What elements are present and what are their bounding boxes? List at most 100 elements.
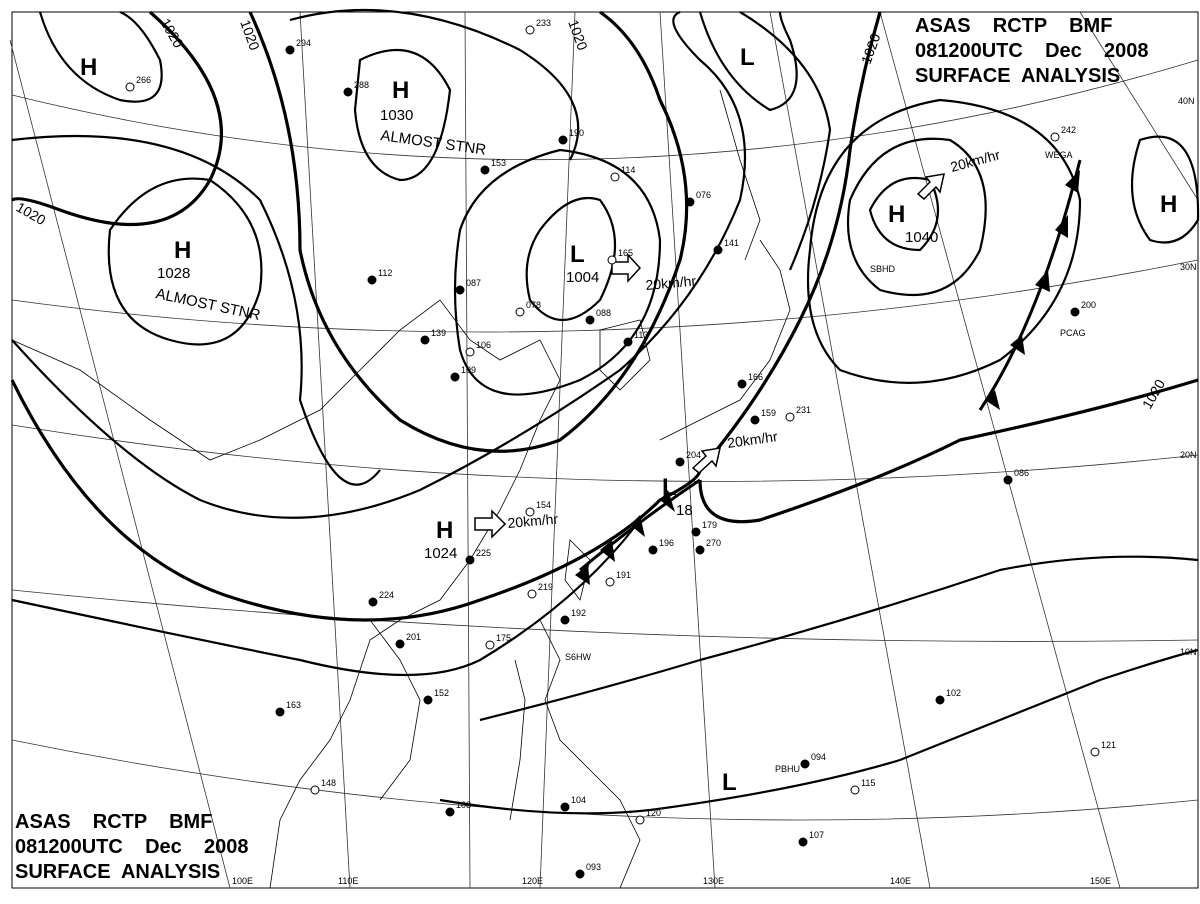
station-pressure: 191: [616, 570, 631, 580]
station-pressure: 225: [476, 548, 491, 558]
speed-label: 20km/hr: [726, 428, 779, 451]
longitude-label: 140E: [890, 876, 911, 886]
station-marker-icon: [455, 285, 465, 295]
movement-arrow-icon: [474, 509, 507, 539]
station-marker-icon: [1050, 132, 1060, 142]
longitude-label: 150E: [1090, 876, 1111, 886]
station-marker-icon: [558, 135, 568, 145]
station-marker-icon: [850, 785, 860, 795]
station-pressure: 106: [476, 340, 491, 350]
station-marker-icon: [420, 335, 430, 345]
station-marker-icon: [737, 379, 747, 389]
station-marker-icon: [685, 197, 695, 207]
speed-label: 20km/hr: [645, 273, 697, 293]
station-pressure: 166: [748, 372, 763, 382]
cold-front: [575, 159, 1082, 585]
isobars: [10, 8, 1200, 815]
low-center: L: [740, 44, 755, 71]
station-id: SBHD: [870, 264, 896, 274]
low-center: L: [722, 769, 737, 796]
station-pressure: 201: [406, 632, 421, 642]
station-pressure: 231: [796, 405, 811, 415]
station-marker-icon: [1003, 475, 1013, 485]
high-center: H: [174, 237, 191, 264]
title-line-3: SURFACE ANALYSIS: [915, 65, 1121, 87]
station-pressure: 093: [586, 862, 601, 872]
pressure-value: 1030: [380, 107, 413, 124]
station-pressure: 107: [809, 830, 824, 840]
pressure-value: 1028: [157, 265, 190, 282]
station-pressure: 159: [761, 408, 776, 418]
station-pressure: 165: [618, 248, 633, 258]
station-plots: 266 294 288 233 190 153 114 076 141 165 087 112 078 0…: [125, 18, 1116, 879]
station-pressure: 114: [621, 165, 635, 175]
station-marker-icon: [525, 25, 535, 35]
station-pressure: 148: [321, 778, 336, 788]
station-pressure: 190: [569, 128, 584, 138]
station-marker-icon: [125, 82, 135, 92]
title-line-2: 081200UTC Dec 2008: [15, 836, 249, 858]
latitude-grid: [11, 59, 1199, 821]
station-marker-icon: [691, 527, 701, 537]
longitude-label: 120E: [522, 876, 543, 886]
coastlines: [11, 89, 791, 889]
station-marker-icon: [485, 640, 495, 650]
station-marker-icon: [527, 589, 537, 599]
station-pressure: 102: [946, 688, 961, 698]
latitude-label: 30N: [1180, 262, 1197, 272]
station-pressure: 088: [596, 308, 611, 318]
station-marker-icon: [445, 807, 455, 817]
station-pressure: 120: [646, 808, 661, 818]
station-pressure: 192: [571, 608, 586, 618]
station-pressure: 153: [491, 158, 506, 168]
movement-arrow-icon: [611, 253, 642, 283]
title-line-1: ASAS RCTP BMF: [15, 811, 213, 833]
station-id: WEGA: [1045, 150, 1073, 160]
latitude-label: 20N: [1180, 450, 1197, 460]
station-marker-icon: [648, 545, 658, 555]
movement-arrows: [474, 173, 945, 539]
pressure-value: 1040: [905, 229, 938, 246]
station-marker-icon: [395, 639, 405, 649]
station-marker-icon: [367, 275, 377, 285]
longitude-label: 110E: [338, 876, 358, 886]
movement-arrow-icon: [691, 447, 721, 474]
low-center: L: [662, 474, 677, 501]
station-marker-icon: [605, 577, 615, 587]
station-marker-icon: [635, 815, 645, 825]
latitude-label: 10N: [1180, 647, 1197, 657]
title-bottom-left: ASAS RCTP BMF 081200UTC Dec 2008 SURFACE A…: [15, 810, 248, 885]
pressure-value: 18: [676, 502, 693, 519]
title-line-3: SURFACE ANALYSIS: [15, 861, 221, 883]
station-pressure: 196: [659, 538, 674, 548]
station-marker-icon: [610, 172, 620, 182]
station-marker-icon: [575, 869, 585, 879]
station-marker-icon: [798, 837, 808, 847]
station-pressure: 154: [536, 500, 551, 510]
title-line-1: ASAS RCTP BMF: [915, 15, 1113, 37]
station-marker-icon: [285, 45, 295, 55]
station-marker-icon: [465, 347, 475, 357]
station-marker-icon: [275, 707, 285, 717]
station-pressure: 076: [696, 190, 711, 200]
movement-arrow-icon: [916, 173, 945, 201]
station-marker-icon: [560, 615, 570, 625]
high-center: H: [1160, 191, 1177, 218]
station-marker-icon: [310, 785, 320, 795]
station-pressure: 266: [136, 75, 151, 85]
station-pressure: 219: [538, 582, 553, 592]
station-pressure: 224: [379, 590, 394, 600]
station-marker-icon: [450, 372, 460, 382]
title-top-right: ASAS RCTP BMF 081200UTC Dec 2008 SURFACE A…: [915, 14, 1148, 89]
station-marker-icon: [423, 695, 433, 705]
low-center: L: [570, 241, 585, 268]
station-marker-icon: [785, 412, 795, 422]
station-pressure: 121: [1101, 740, 1116, 750]
station-marker-icon: [607, 255, 617, 265]
isobar-label: 1020: [565, 18, 591, 53]
station-pressure: 139: [431, 328, 446, 338]
station-pressure: 288: [354, 80, 369, 90]
speed-label: 20km/hr: [949, 146, 1002, 175]
